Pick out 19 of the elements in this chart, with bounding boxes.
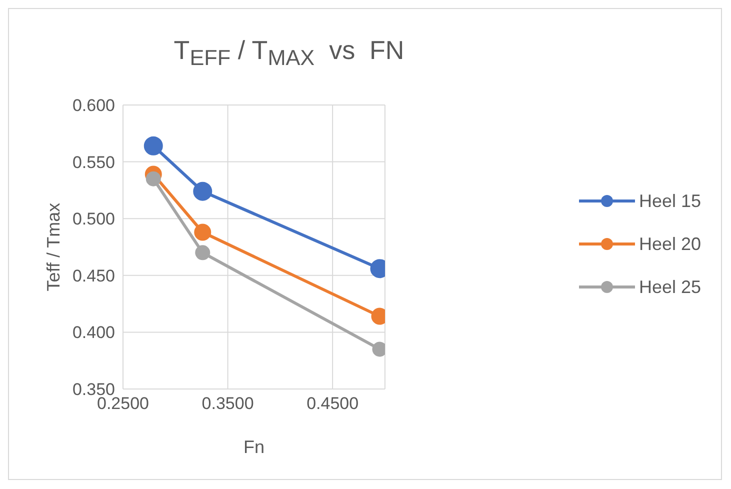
x-tick-label: 0.2500 <box>97 394 149 414</box>
point <box>195 245 210 260</box>
y-tick-label: 0.600 <box>72 96 115 116</box>
y-tick-label: 0.400 <box>72 323 115 342</box>
legend-label: Heel 15 <box>638 190 701 212</box>
y-axis-title: Teff / Tmax <box>43 202 64 292</box>
point <box>193 182 212 201</box>
legend-label: Heel 20 <box>638 234 701 254</box>
y-tick-label: 0.450 <box>72 266 115 286</box>
y-tick-label: 0.550 <box>72 152 115 172</box>
y-tick-label: 0.500 <box>72 210 115 229</box>
chart-title: T$_{EFF}$ / T$_{MAX}$ vs FN <box>172 35 406 72</box>
x-axis-title: Fn <box>243 437 264 457</box>
point <box>144 136 163 156</box>
point <box>146 171 161 186</box>
legend-label: Heel 25 <box>638 276 701 298</box>
x-tick-label: 0.3500 <box>202 394 254 414</box>
point <box>194 224 212 241</box>
x-tick-label: 0.4500 <box>306 394 359 414</box>
